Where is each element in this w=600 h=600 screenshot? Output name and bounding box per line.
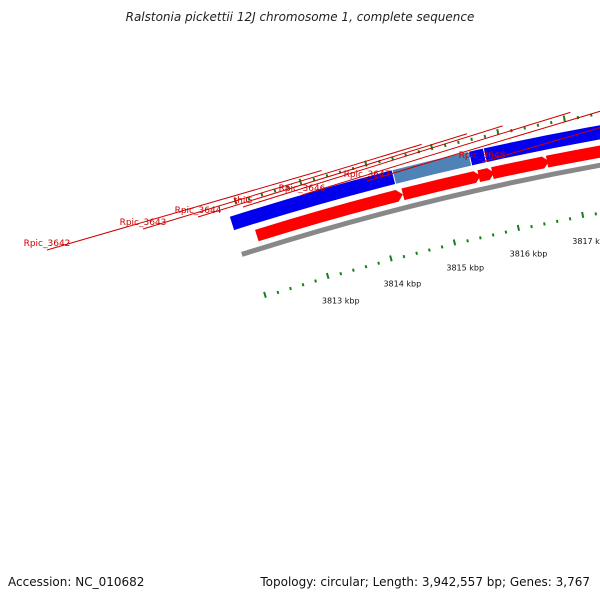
- inner-tick-24: [568, 217, 572, 221]
- label-leader: [46, 170, 322, 251]
- inner-tick-17: [479, 236, 482, 240]
- outer-tick-6: [312, 177, 316, 182]
- outer-tick-24: [549, 120, 553, 125]
- inner-tick-22: [543, 222, 546, 226]
- gene-label: Rpic_3647: [344, 170, 391, 180]
- label-leader: [142, 143, 422, 230]
- topology-summary: Topology: circular; Length: 3,942,557 bp…: [260, 575, 590, 589]
- inner-tick-11: [402, 254, 406, 259]
- label-leader: [197, 133, 468, 218]
- inner-tick-15: [452, 239, 457, 246]
- gene-label: Rpic_3643: [120, 218, 167, 228]
- inner-tick-25: [581, 211, 585, 218]
- accession-text: Accession: NC_010682: [8, 575, 145, 589]
- gene-arrow-4: [545, 145, 600, 168]
- inner-tick-12: [415, 251, 419, 255]
- outer-tick-20: [496, 128, 500, 136]
- outer-tick-1: [247, 197, 251, 201]
- kbp-label: 3815 kbp: [446, 264, 484, 273]
- inner-tick-4: [314, 279, 317, 283]
- gene-label: Rpic_3642: [24, 239, 71, 249]
- gene-label: Rpic_3646: [279, 184, 326, 194]
- gene-label: Rpic_3648: [459, 151, 506, 161]
- inner-tick-10: [389, 255, 393, 262]
- label-leader: [481, 127, 600, 163]
- inner-tick-20: [516, 224, 521, 232]
- cds-band-3: [469, 148, 486, 166]
- map-title: Ralstonia pickettii 12J chromosome 1, co…: [125, 10, 475, 24]
- label-leader: [242, 125, 503, 208]
- inner-tick-14: [440, 245, 444, 249]
- outer-tick-3: [273, 189, 277, 193]
- gene-arrow-2: [477, 168, 495, 183]
- inner-tick-9: [377, 261, 380, 265]
- kbp-label: 3817 kbp: [572, 237, 600, 246]
- label-leader: [366, 110, 600, 182]
- kbp-labels: 3813 kbp 3814 kbp 3815 kbp 3816 kbp 3817 kbp…: [322, 237, 600, 306]
- outer-tick-23: [536, 123, 540, 127]
- cds-band-1: [229, 170, 396, 231]
- gene-label: Rpic_3644: [175, 206, 222, 216]
- inner-tick-5: [325, 272, 330, 280]
- inner-tick-track: [263, 211, 598, 298]
- kbp-label: 3813 kbp: [322, 296, 360, 305]
- inner-tick-0: [263, 291, 267, 298]
- label-leader: [301, 111, 571, 196]
- kbp-label: 3816 kbp: [510, 249, 548, 258]
- inner-tick-7: [351, 268, 355, 272]
- cds-band-2: [392, 151, 472, 184]
- gene-labels: Rpic_3642 Rpic_3643 Rpic_3644 thiG Rpic_3646…: [24, 151, 506, 249]
- inner-tick-26: [594, 212, 598, 216]
- inner-tick-1: [276, 290, 280, 295]
- label-leaders: [46, 110, 600, 251]
- inner-tick-8: [364, 264, 368, 269]
- inner-tick-3: [301, 282, 305, 287]
- outer-tick-17: [457, 140, 460, 145]
- outer-tick-5: [298, 178, 303, 185]
- inner-tick-21: [530, 224, 533, 229]
- outer-tick-2: [260, 193, 264, 197]
- gene-label: thiG: [234, 196, 253, 206]
- outer-tick-25: [562, 115, 566, 122]
- outer-tick-19: [483, 134, 487, 139]
- outer-tick-18: [470, 137, 473, 142]
- outer-tick-4: [286, 185, 290, 189]
- inner-tick-13: [428, 248, 431, 252]
- gene-arrow-3: [491, 156, 550, 180]
- inner-tick-19: [504, 230, 508, 234]
- inner-tick-23: [555, 219, 559, 224]
- gene-arrow-0: [255, 190, 403, 242]
- feature-track: [229, 125, 600, 242]
- inner-tick-16: [466, 239, 469, 243]
- inner-tick-2: [289, 286, 292, 291]
- inner-tick-6: [339, 271, 343, 276]
- backbone-arc: [241, 162, 600, 257]
- sequence-backbone: [241, 162, 600, 257]
- gene-arrow-1: [401, 171, 481, 201]
- inner-tick-18: [491, 233, 495, 237]
- kbp-label: 3814 kbp: [383, 279, 421, 288]
